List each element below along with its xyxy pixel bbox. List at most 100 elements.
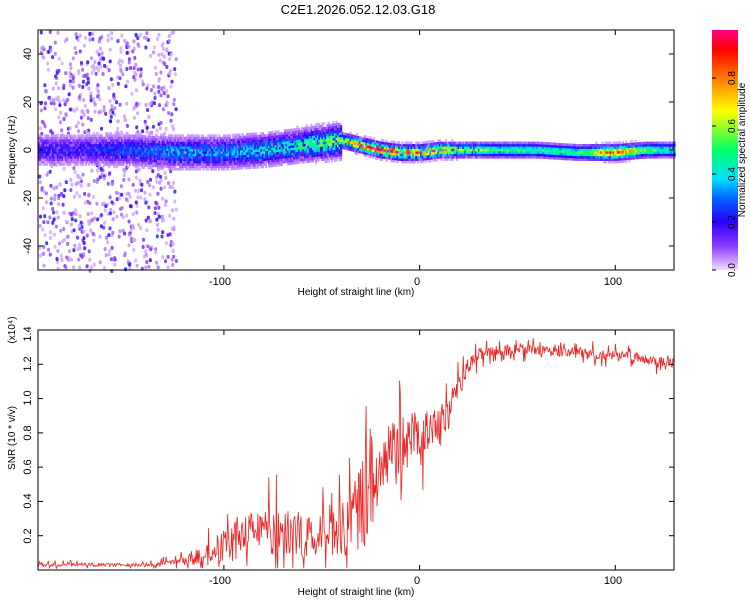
spectrogram-cell [288, 143, 291, 146]
spectrogram-cell [50, 163, 53, 166]
spectrogram-cell [293, 140, 296, 143]
spectrogram-cell [236, 152, 239, 156]
spectrogram-cell [166, 148, 169, 151]
spectrogram-cell [62, 210, 66, 215]
spectrogram-cell [52, 153, 55, 157]
spectrogram-cell [592, 153, 595, 157]
spectrogram-cell [546, 149, 549, 152]
spectrogram-cell [330, 140, 333, 144]
spectrogram-cell [315, 123, 318, 126]
spectrogram-cell [445, 146, 448, 149]
spectrogram-cell [213, 158, 216, 161]
spectrogram-cell [86, 212, 90, 216]
spectrogram-cell [337, 132, 340, 136]
spectrogram-cell [44, 160, 47, 164]
spectrogram-cell [40, 186, 44, 191]
spectrogram-cell [97, 146, 100, 149]
spectrogram-cell [172, 139, 175, 142]
spectrogram-cell [167, 162, 170, 166]
spectrogram-cell [271, 138, 274, 141]
spectrogram-cell [94, 144, 97, 147]
spectrogram-cell [180, 151, 183, 154]
spectrogram-cell [95, 141, 98, 145]
spectrogram-cell [277, 135, 280, 138]
spectrogram-cell [467, 156, 470, 159]
spectrogram-cell [53, 148, 56, 152]
spectrogram-cell [47, 67, 50, 72]
spectrogram-cell [167, 111, 171, 116]
spectrogram-cell [219, 165, 222, 169]
spectrogram-cell [523, 148, 526, 152]
spectrogram-cell [308, 143, 311, 146]
spectrogram-cell [567, 157, 570, 161]
spectrogram-cell [327, 150, 330, 154]
spectrogram-cell [67, 139, 70, 142]
spectrogram-cell [59, 136, 62, 140]
spectrogram-cell [285, 131, 288, 135]
spectrogram-cell [363, 154, 366, 157]
spectrogram-cell [213, 168, 216, 171]
spectrogram-cell [532, 148, 535, 152]
spectrogram-cell [77, 153, 80, 157]
spectrogram-cell [451, 139, 454, 142]
spectrogram-cell [103, 63, 107, 68]
spectrogram-cell [39, 136, 42, 140]
spectrogram-cell [110, 146, 113, 149]
spectrogram-cell [318, 132, 321, 135]
spectrogram-cell [174, 259, 178, 263]
spectrogram-cell [164, 155, 167, 159]
spectrogram-cell [47, 160, 50, 164]
spectrogram-cell [337, 127, 340, 131]
spectrogram-cell [59, 160, 62, 164]
spectrogram-cell [445, 153, 448, 157]
spectrogram-cell [299, 144, 302, 147]
spectrogram-cell [366, 150, 369, 153]
spectrogram-cell [121, 156, 124, 159]
spectrogram-cell [222, 141, 225, 145]
spectrogram-cell [117, 234, 121, 239]
spectrogram-cell [163, 136, 166, 139]
spectrogram-cell [424, 155, 427, 158]
spectrogram-cell [302, 156, 305, 159]
spectrogram-cell [293, 142, 296, 146]
spectrogram-cell [330, 154, 333, 158]
spectrogram-cell [205, 168, 208, 171]
spectrogram-cell [488, 156, 491, 159]
spectrogram-cell [149, 88, 153, 93]
spectrogram-cell [89, 265, 93, 270]
spectrogram-cell [140, 188, 143, 193]
spectrogram-cell [99, 153, 102, 157]
spectrogram-cell [445, 144, 448, 147]
spectrogram-cell [626, 145, 629, 149]
spectrogram-cell [258, 156, 261, 159]
spectrogram-cell [467, 151, 470, 154]
spectrogram-cell [507, 146, 510, 149]
spectrogram-cell [391, 140, 394, 144]
spectrogram-cell [369, 153, 372, 156]
spectrogram-cell [476, 153, 479, 157]
spectrogram-cell [283, 158, 286, 161]
spectrogram-cell [423, 141, 426, 144]
spectrogram-cell [484, 144, 487, 147]
spectrogram-cell [97, 160, 100, 164]
spectrogram-cell [332, 133, 335, 136]
spectrogram-cell [488, 151, 491, 154]
spectrogram-cell [380, 146, 383, 149]
spectrogram-cell [52, 141, 55, 145]
spectrogram-cell [249, 132, 252, 136]
spectrogram-cell [609, 141, 612, 145]
spectrogram-cell [160, 140, 163, 144]
spectrogram-cell [183, 151, 186, 154]
spectrogram-cell [183, 165, 186, 169]
spectrogram-cell [167, 136, 170, 140]
spectrogram-cell [50, 156, 53, 159]
spectrogram-cell [85, 129, 89, 134]
spectrogram-cell [416, 144, 419, 147]
spectrogram-cell [222, 163, 225, 166]
spectrogram-cell [286, 160, 289, 163]
spectrogram-cell [416, 146, 419, 149]
spectrogram-cell [135, 132, 138, 135]
spectrogram-cell [318, 158, 321, 162]
spectrogram-cell [321, 122, 324, 125]
spectrogram-cell [233, 141, 236, 144]
